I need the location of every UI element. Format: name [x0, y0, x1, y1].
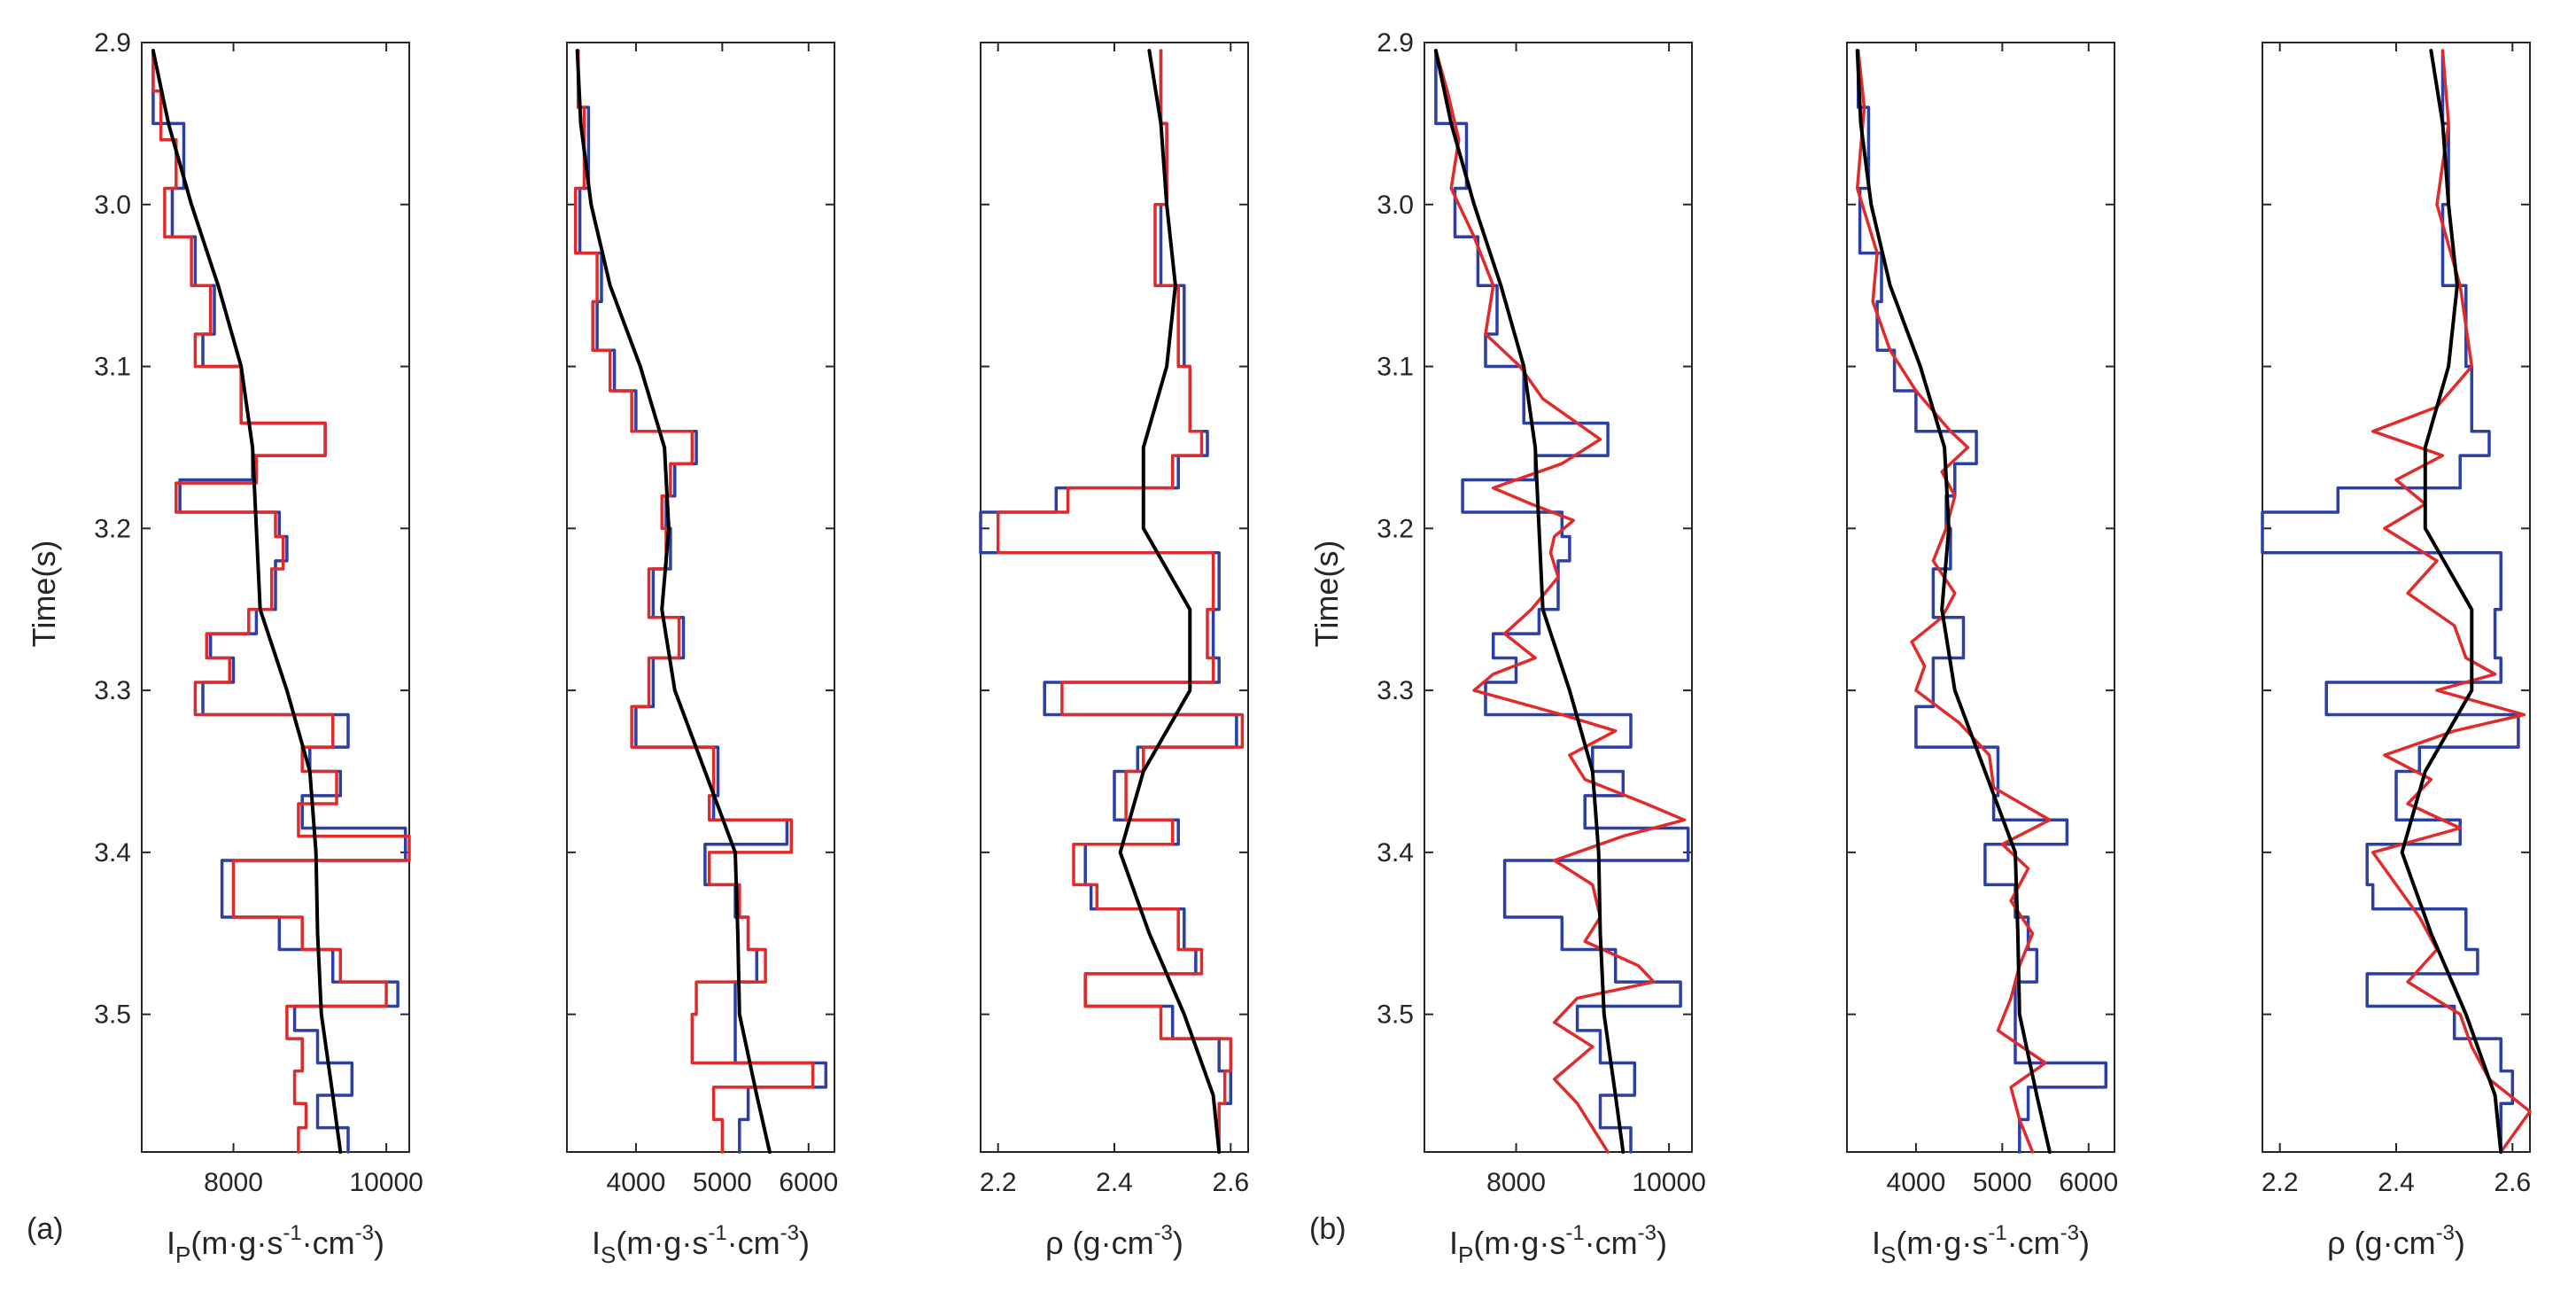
- y-tick-label: 3.2: [94, 514, 131, 543]
- y-tick-label: 2.9: [94, 28, 131, 58]
- series-true-log: [576, 49, 828, 1154]
- panel-4: 2.9 3.0 3.1 3.2 3.3 3.4 3.5 8000 10000 IP(m·g·s-1…: [1377, 28, 1706, 1268]
- x-tick-label: 8000: [1486, 1168, 1546, 1197]
- series-initial-model: [575, 49, 772, 1154]
- panel-1: 2.9 3.0 3.1 3.2 3.3 3.4 3.5 8000 10000 IP(m·g·s-1…: [94, 28, 423, 1268]
- y-tick-label: 3.3: [1377, 676, 1414, 705]
- axes-frame: [1424, 42, 1693, 1153]
- series-initial-model: [151, 49, 343, 1154]
- x-axis-label: IP(m·g·s-1·cm-3): [167, 1221, 384, 1268]
- y-axis-label-a: Time(s): [26, 541, 62, 648]
- y-tick-label: 3.4: [1377, 838, 1414, 868]
- axes-frame: [2262, 42, 2531, 1153]
- panel-5: 4000 5000 6000 IS(m·g·s-1·cm-3): [1846, 42, 2118, 1268]
- x-tick-label: 2.4: [1096, 1168, 1133, 1197]
- axes-frame: [980, 42, 1249, 1153]
- x-axis-label: ρ (g·cm-3): [1045, 1221, 1183, 1261]
- x-tick-label: 8000: [204, 1168, 263, 1197]
- x-axis-label: ρ (g·cm-3): [2327, 1221, 2465, 1261]
- panel-2: 4000 5000 6000 IS(m·g·s-1·cm-3): [566, 42, 838, 1268]
- panel-3: 2.2 2.4 2.6 ρ (g·cm-3): [979, 42, 1249, 1261]
- x-axis-label: IS(m·g·s-1·cm-3): [592, 1221, 810, 1268]
- series-initial-model: [2400, 49, 2503, 1154]
- axes-frame: [1846, 42, 2115, 1153]
- y-tick-label: 3.2: [1377, 514, 1414, 543]
- panel-tag-b: (b): [1309, 1212, 1346, 1246]
- axes-frame: [566, 42, 835, 1153]
- series-inverted: [1434, 49, 1687, 1154]
- x-tick-label: 10000: [349, 1168, 423, 1197]
- series-initial-model: [1118, 49, 1222, 1154]
- x-tick-label: 2.2: [980, 1168, 1017, 1197]
- series-true-log: [151, 49, 407, 1154]
- x-tick-label: 2.6: [2494, 1168, 2531, 1197]
- series-true-log: [1434, 49, 1690, 1154]
- y-tick-label: 3.1: [1377, 353, 1414, 382]
- x-tick-label: 5000: [693, 1168, 752, 1197]
- y-tick-label: 3.1: [94, 353, 131, 382]
- x-tick-label: 6000: [2059, 1168, 2118, 1197]
- y-tick-label: 3.4: [94, 838, 131, 868]
- y-tick-label: 3.0: [94, 191, 131, 220]
- series-inverted: [151, 49, 411, 1154]
- series-initial-model: [1433, 49, 1626, 1154]
- x-tick-label: 5000: [1973, 1168, 2032, 1197]
- x-tick-label: 2.6: [1212, 1168, 1249, 1197]
- series-inverted: [1855, 49, 2052, 1154]
- x-axis-label: IP(m·g·s-1·cm-3): [1449, 1221, 1667, 1268]
- x-tick-label: 6000: [779, 1168, 838, 1197]
- x-tick-label: 2.2: [2262, 1168, 2299, 1197]
- series-inverted: [996, 49, 1245, 1154]
- x-tick-label: 2.4: [2378, 1168, 2415, 1197]
- x-axis-label: IS(m·g·s-1·cm-3): [1872, 1221, 2090, 1268]
- y-axis-label-b: Time(s): [1308, 541, 1345, 648]
- y-tick-label: 3.5: [1377, 1000, 1414, 1030]
- x-tick-label: 10000: [1632, 1168, 1705, 1197]
- series-true-log: [2261, 49, 2520, 1154]
- series-true-log: [1856, 49, 2108, 1154]
- series-initial-model: [1855, 49, 2052, 1154]
- y-tick-label: 3.0: [1377, 191, 1414, 220]
- x-tick-label: 4000: [607, 1168, 666, 1197]
- panel-tag-a: (a): [27, 1212, 64, 1246]
- y-tick-label: 3.5: [94, 1000, 131, 1030]
- series-true-log: [979, 49, 1238, 1154]
- series-inverted: [573, 49, 815, 1154]
- y-tick-label: 3.3: [94, 676, 131, 705]
- x-tick-label: 4000: [1887, 1168, 1946, 1197]
- y-tick-label: 2.9: [1377, 28, 1414, 58]
- panel-6: 2.2 2.4 2.6 ρ (g·cm-3): [2261, 42, 2532, 1261]
- series-inverted: [2370, 49, 2532, 1154]
- axes-frame: [141, 42, 410, 1153]
